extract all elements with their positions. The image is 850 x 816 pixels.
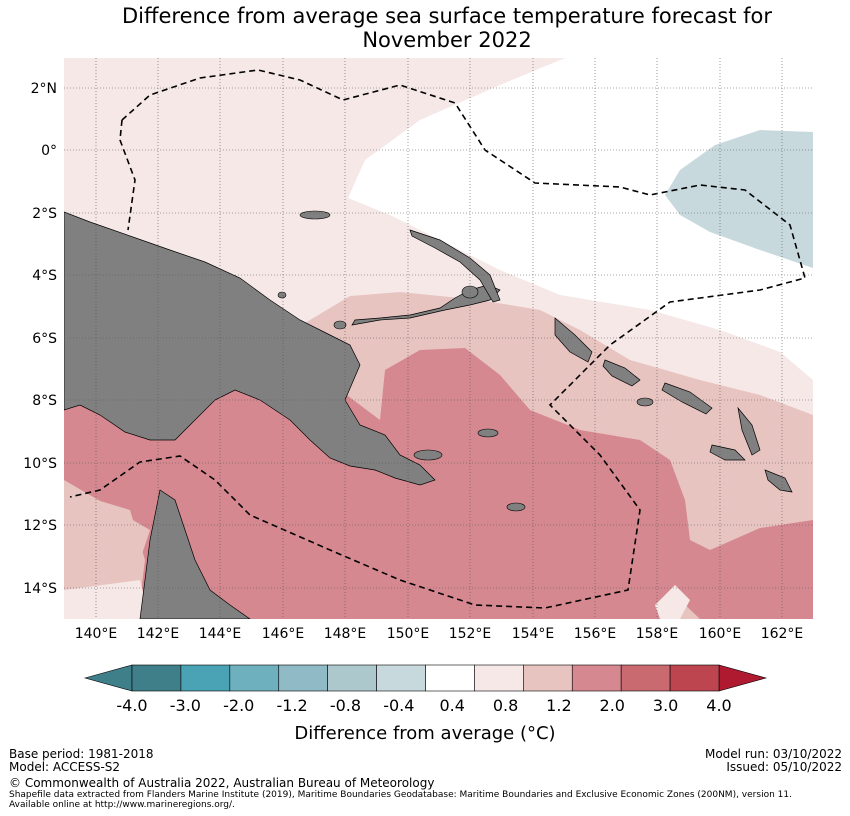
colorbar-tick-label: 2.0 (600, 696, 625, 715)
lon-tick: 146°E (262, 626, 305, 642)
footer-copyright: © Commonwealth of Australia 2022, Austra… (9, 776, 435, 790)
land-bougainville (554, 317, 593, 363)
lat-tick: 14°S (23, 581, 57, 597)
lon-tick: 160°E (699, 626, 742, 642)
title-line-2: November 2022 (362, 28, 532, 52)
ocean-anomaly-neutral (348, 58, 813, 380)
island (277, 291, 287, 299)
lat-tick: 10°S (23, 456, 57, 472)
lat-tick: 12°S (23, 518, 57, 534)
island (299, 210, 331, 220)
colorbar-tick-label: -0.8 (330, 696, 361, 715)
land-solomon-islands-2 (661, 382, 713, 415)
colorbar-segment (376, 664, 426, 692)
lon-tick-labels: 140°E 142°E 144°E 146°E 148°E 150°E 152°… (75, 626, 804, 642)
colorbar-tick-label: -2.0 (223, 696, 254, 715)
island (477, 428, 499, 438)
ocean-anomaly-cool (665, 130, 813, 268)
colorbar-extend-high (718, 664, 768, 692)
lon-tick: 144°E (199, 626, 242, 642)
eez-boundary (69, 69, 806, 609)
map-title: Difference from average sea surface temp… (0, 4, 850, 52)
land-solomon-islands-4 (709, 444, 746, 461)
lat-tick: 2°S (32, 206, 57, 222)
colorbar-tick-label: 4.0 (706, 696, 731, 715)
colorbar-tick-label: 0.4 (439, 696, 464, 715)
colorbar-segment (278, 664, 328, 692)
colorbar-segment (620, 664, 671, 692)
land-new-guinea (64, 211, 436, 486)
colorbar-segment (571, 664, 622, 692)
footer-model: Model: ACCESS-S2 (9, 760, 121, 774)
lat-tick: 0° (41, 143, 57, 159)
footer-shapefile-line-2: Available online at http://www.marinereg… (9, 800, 235, 810)
island (636, 397, 654, 407)
lon-tick: 154°E (512, 626, 555, 642)
eez-boundary-west (119, 119, 136, 231)
colorbar-tick-label: -4.0 (116, 696, 147, 715)
land-solomon-islands-1 (602, 359, 641, 387)
footer-shapefile-line-1: Shapefile data extracted from Flanders M… (9, 790, 792, 800)
colorbar-tick-label: 3.0 (653, 696, 678, 715)
footer-base-period: Base period: 1981-2018 (9, 747, 154, 761)
land-new-ireland (409, 229, 501, 303)
island (413, 449, 443, 461)
island (506, 502, 526, 512)
ocean-anomaly-patch (64, 490, 145, 610)
land-cape-york (139, 489, 251, 619)
lon-tick: 142°E (137, 626, 180, 642)
lat-tick: 8°S (32, 393, 57, 409)
ocean-anomaly-1.2-2.0 (64, 348, 813, 619)
island (333, 320, 347, 330)
title-line-1: Difference from average sea surface temp… (122, 4, 772, 28)
colorbar-ticks: -4.0 -3.0 -2.0 -1.2 -0.8 -0.4 0.4 0.8 1.2 2.0 3.0 4… (116, 696, 731, 715)
colorbar-segment (327, 664, 377, 692)
footer-issued: Issued: 05/10/2022 (726, 760, 842, 774)
lon-tick: 162°E (761, 626, 804, 642)
lon-tick: 140°E (75, 626, 118, 642)
colorbar-segment (229, 664, 280, 692)
lat-tick: 4°S (32, 268, 57, 284)
lat-tick: 6°S (32, 331, 57, 347)
lon-tick: 158°E (636, 626, 679, 642)
land-solomon-islands-3 (737, 406, 761, 456)
colorbar-tick-label: -3.0 (170, 696, 201, 715)
lon-tick: 152°E (449, 626, 492, 642)
colorbar-segment (474, 664, 524, 692)
colorbar-label: Difference from average (°C) (294, 723, 555, 744)
land-solomon-islands-5 (764, 469, 793, 493)
colorbar-tick-label: -1.2 (276, 696, 307, 715)
colorbar-segments (131, 664, 720, 692)
lon-tick: 150°E (387, 626, 430, 642)
ocean-anomaly-patch-ne (655, 585, 690, 619)
colorbar-segment (523, 664, 573, 692)
colorbar-segment (425, 664, 475, 692)
ocean-anomaly-patch-south (64, 580, 150, 619)
lon-tick: 148°E (324, 626, 367, 642)
colorbar-extend-low (83, 664, 133, 692)
lat-tick: 2°N (31, 81, 57, 97)
colorbar-segment (180, 664, 231, 692)
colorbar-segment (669, 664, 720, 692)
footer-model-run: Model run: 03/10/2022 (704, 747, 842, 761)
colorbar-tick-label: -0.4 (383, 696, 414, 715)
lat-tick-labels: 2°N 0° 2°S 4°S 6°S 8°S 10°S 12°S 14°S (23, 81, 57, 597)
colorbar-tick-label: 1.2 (546, 696, 571, 715)
map-area (64, 58, 813, 619)
colorbar-tick-label: 0.8 (493, 696, 518, 715)
colorbar-segment (131, 664, 182, 692)
lon-tick: 156°E (574, 626, 617, 642)
graticule (64, 58, 813, 619)
colorbar: -4.0 -3.0 -2.0 -1.2 -0.8 -0.4 0.4 0.8 1.2 2.0 3.0 4… (83, 664, 768, 744)
